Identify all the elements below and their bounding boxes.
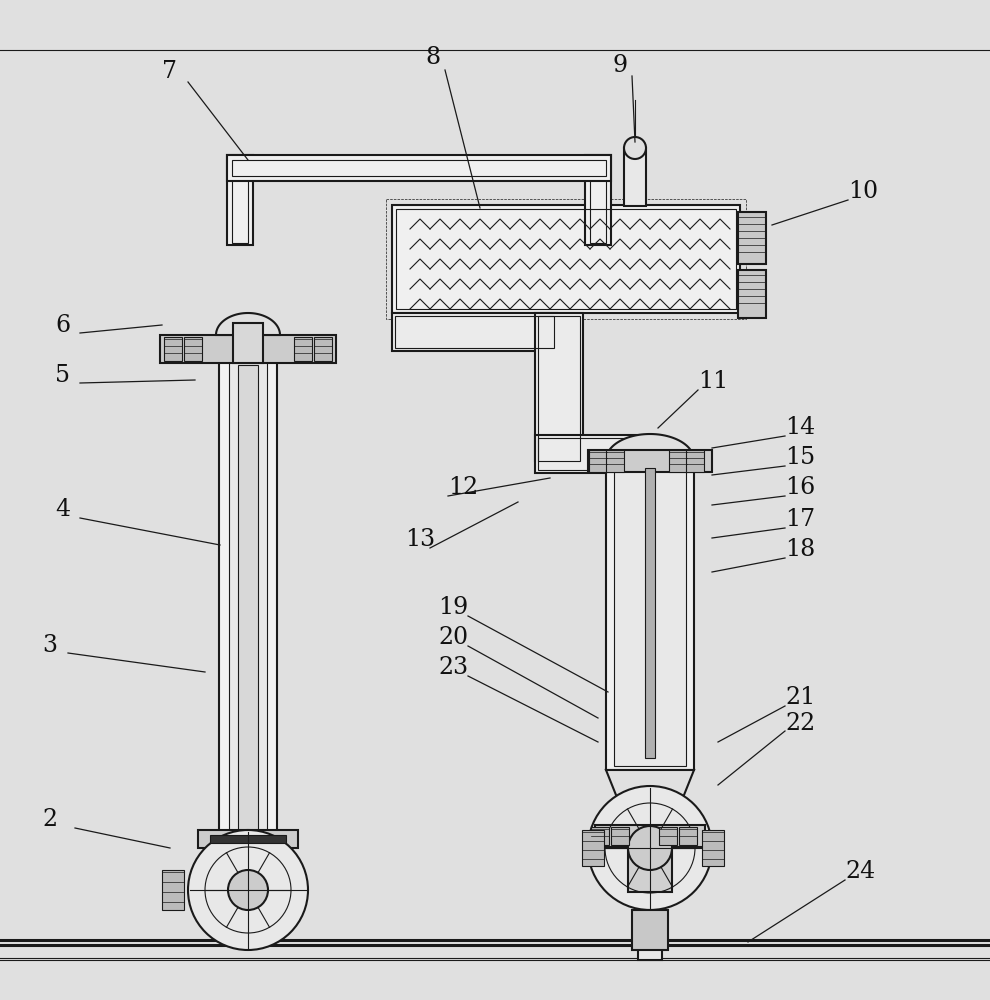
- Circle shape: [628, 826, 672, 870]
- Bar: [738, 212, 766, 264]
- Bar: [535, 435, 643, 473]
- Text: 4: 4: [55, 498, 70, 522]
- Text: 17: 17: [785, 508, 815, 532]
- Text: 11: 11: [698, 370, 729, 393]
- Text: 16: 16: [785, 477, 815, 499]
- Bar: [535, 313, 583, 461]
- Bar: [738, 270, 766, 318]
- Bar: [386, 199, 746, 319]
- Bar: [238, 365, 258, 830]
- Bar: [233, 323, 263, 363]
- Bar: [702, 830, 724, 866]
- Circle shape: [188, 830, 308, 950]
- Bar: [229, 357, 267, 838]
- Polygon shape: [606, 434, 694, 460]
- Bar: [395, 316, 554, 348]
- Text: 19: 19: [438, 596, 468, 619]
- Bar: [588, 450, 712, 472]
- Bar: [686, 450, 704, 472]
- Bar: [392, 313, 557, 351]
- Polygon shape: [216, 313, 280, 335]
- Polygon shape: [606, 770, 694, 825]
- Bar: [624, 148, 646, 206]
- Text: 23: 23: [438, 656, 468, 680]
- Circle shape: [624, 137, 646, 159]
- Bar: [162, 870, 184, 910]
- Bar: [638, 910, 662, 960]
- Bar: [611, 827, 629, 845]
- Text: 21: 21: [785, 686, 815, 710]
- Bar: [198, 830, 298, 848]
- Text: 22: 22: [785, 712, 815, 734]
- Bar: [538, 438, 643, 470]
- Text: 2: 2: [42, 808, 57, 832]
- Bar: [614, 464, 686, 766]
- Bar: [219, 840, 277, 940]
- Text: 6: 6: [55, 314, 70, 336]
- Bar: [232, 157, 248, 243]
- Text: 14: 14: [785, 416, 815, 440]
- Text: 13: 13: [405, 528, 436, 552]
- Bar: [210, 835, 286, 843]
- Bar: [659, 827, 677, 845]
- Bar: [219, 355, 277, 840]
- Bar: [669, 450, 687, 472]
- Bar: [606, 460, 694, 770]
- Text: 8: 8: [425, 46, 441, 70]
- Bar: [679, 827, 697, 845]
- Text: 24: 24: [845, 860, 875, 884]
- Text: 20: 20: [438, 626, 468, 650]
- Text: 9: 9: [612, 53, 627, 77]
- Bar: [591, 827, 609, 845]
- Text: 18: 18: [785, 538, 815, 562]
- Bar: [232, 160, 606, 176]
- Bar: [396, 209, 736, 309]
- Circle shape: [228, 870, 268, 910]
- Bar: [632, 910, 668, 950]
- Bar: [227, 155, 611, 181]
- Bar: [160, 335, 336, 363]
- Bar: [645, 468, 655, 758]
- Bar: [595, 825, 705, 847]
- Text: 7: 7: [162, 60, 177, 84]
- Text: 3: 3: [42, 634, 57, 656]
- Circle shape: [588, 786, 712, 910]
- Bar: [392, 205, 740, 313]
- Bar: [314, 337, 332, 361]
- Bar: [184, 337, 202, 361]
- Text: 5: 5: [55, 363, 70, 386]
- Bar: [606, 450, 624, 472]
- Bar: [582, 830, 604, 866]
- Bar: [164, 337, 182, 361]
- Bar: [538, 316, 580, 461]
- Text: 10: 10: [848, 180, 878, 204]
- Bar: [294, 337, 312, 361]
- Bar: [585, 155, 611, 245]
- Bar: [227, 155, 253, 245]
- Bar: [589, 450, 607, 472]
- Text: 12: 12: [448, 477, 478, 499]
- Bar: [628, 847, 672, 892]
- Text: 15: 15: [785, 446, 815, 470]
- Bar: [590, 157, 606, 243]
